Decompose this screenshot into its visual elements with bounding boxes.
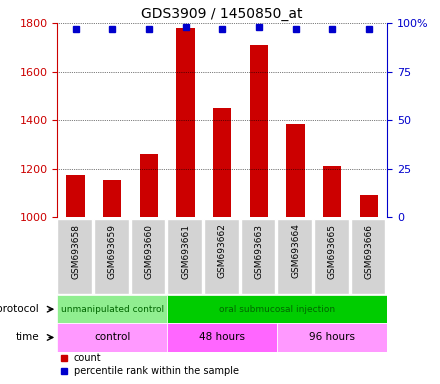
Bar <box>103 180 121 217</box>
Bar <box>323 166 341 217</box>
Text: percentile rank within the sample: percentile rank within the sample <box>74 366 238 376</box>
FancyBboxPatch shape <box>277 219 312 293</box>
FancyBboxPatch shape <box>167 219 202 293</box>
Bar <box>57 295 167 323</box>
Text: time: time <box>15 333 39 343</box>
Text: GSM693664: GSM693664 <box>291 223 300 278</box>
Bar <box>167 323 277 352</box>
Text: GSM693663: GSM693663 <box>254 223 264 278</box>
Bar <box>277 323 387 352</box>
Bar <box>360 195 378 217</box>
Bar <box>250 45 268 217</box>
Text: GSM693659: GSM693659 <box>108 223 117 278</box>
Bar <box>176 28 194 217</box>
FancyBboxPatch shape <box>241 219 275 293</box>
FancyBboxPatch shape <box>204 219 238 293</box>
Bar <box>140 154 158 217</box>
Bar <box>66 175 85 217</box>
Text: GSM693666: GSM693666 <box>364 223 374 278</box>
Text: oral submucosal injection: oral submucosal injection <box>219 305 335 314</box>
Bar <box>167 295 387 323</box>
Text: GSM693658: GSM693658 <box>71 223 80 278</box>
Text: unmanipulated control: unmanipulated control <box>61 305 164 314</box>
Text: GSM693665: GSM693665 <box>328 223 337 278</box>
Bar <box>286 124 305 217</box>
Text: count: count <box>74 353 101 363</box>
FancyBboxPatch shape <box>351 219 385 293</box>
FancyBboxPatch shape <box>131 219 165 293</box>
Text: 48 hours: 48 hours <box>199 333 245 343</box>
FancyBboxPatch shape <box>314 219 349 293</box>
Text: protocol: protocol <box>0 304 39 314</box>
Bar <box>213 108 231 217</box>
Text: GSM693662: GSM693662 <box>218 223 227 278</box>
FancyBboxPatch shape <box>57 219 92 293</box>
Bar <box>57 323 167 352</box>
Text: control: control <box>94 333 130 343</box>
Text: GSM693661: GSM693661 <box>181 223 190 278</box>
Text: 96 hours: 96 hours <box>309 333 355 343</box>
Title: GDS3909 / 1450850_at: GDS3909 / 1450850_at <box>141 7 303 21</box>
FancyBboxPatch shape <box>94 219 129 293</box>
Text: GSM693660: GSM693660 <box>144 223 154 278</box>
